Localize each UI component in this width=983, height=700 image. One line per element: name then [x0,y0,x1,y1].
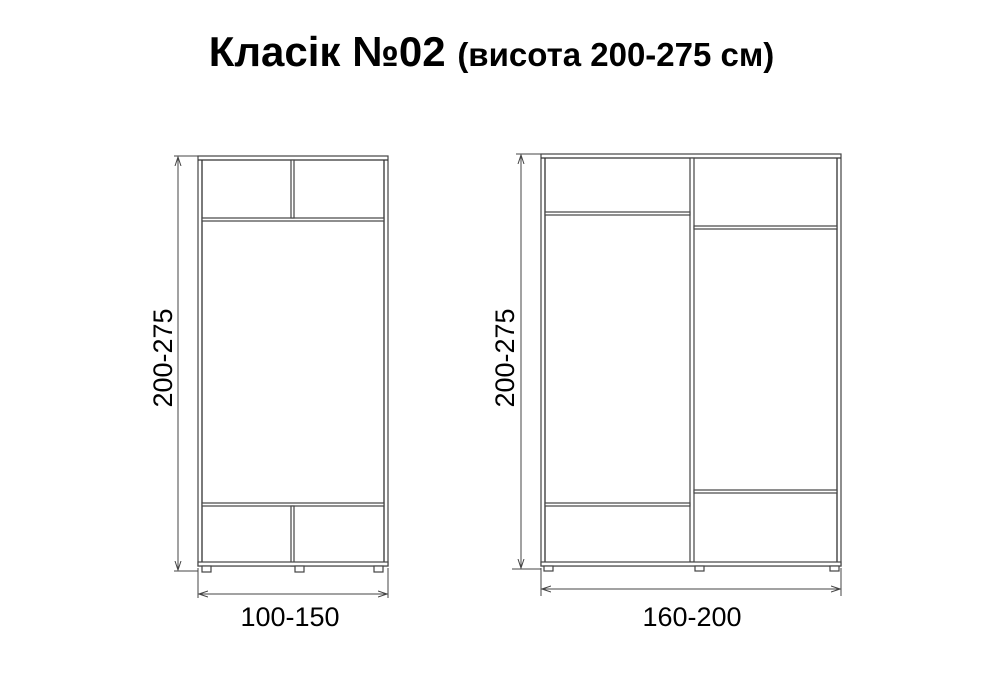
wardrobe-2-base [540,561,842,567]
wardrobe-1-base [197,561,389,567]
wardrobe-2-right-bottom-shelf [693,489,838,494]
wardrobe-1-height-label: 200-275 [148,308,178,407]
page-title: Класік №02 (висота 200-275 см) [0,28,983,76]
wardrobe-2-height-label: 200-275 [490,308,520,407]
title-subtitle: (висота 200-275 см) [457,36,775,73]
wardrobe-2-leg [694,565,705,572]
wardrobe-2-center-divider [689,157,695,563]
wardrobe-1-width-label: 100-150 [240,602,339,632]
wardrobe-2-leg [829,565,840,572]
title-main: Класік №02 [208,28,446,75]
wardrobe-2-width-label: 160-200 [642,602,741,632]
wardrobe-1-leg [373,565,384,573]
wardrobe-2-left-top-shelf [544,211,691,216]
wardrobe-1-frame [197,155,389,567]
wardrobe-1-top-divider [290,159,295,219]
wardrobe-1-leg [294,565,305,573]
wardrobe-2-left-bottom-shelf [544,502,691,507]
wardrobe-1: 200-275 100-150 [148,155,389,632]
wardrobe-1-bottom-divider [290,505,295,567]
wardrobe-1-leg [201,565,212,573]
wardrobe-2: 200-275 160-200 [490,153,842,632]
wardrobe-2-right-top-shelf [693,225,838,230]
wardrobe-2-leg [543,565,554,572]
